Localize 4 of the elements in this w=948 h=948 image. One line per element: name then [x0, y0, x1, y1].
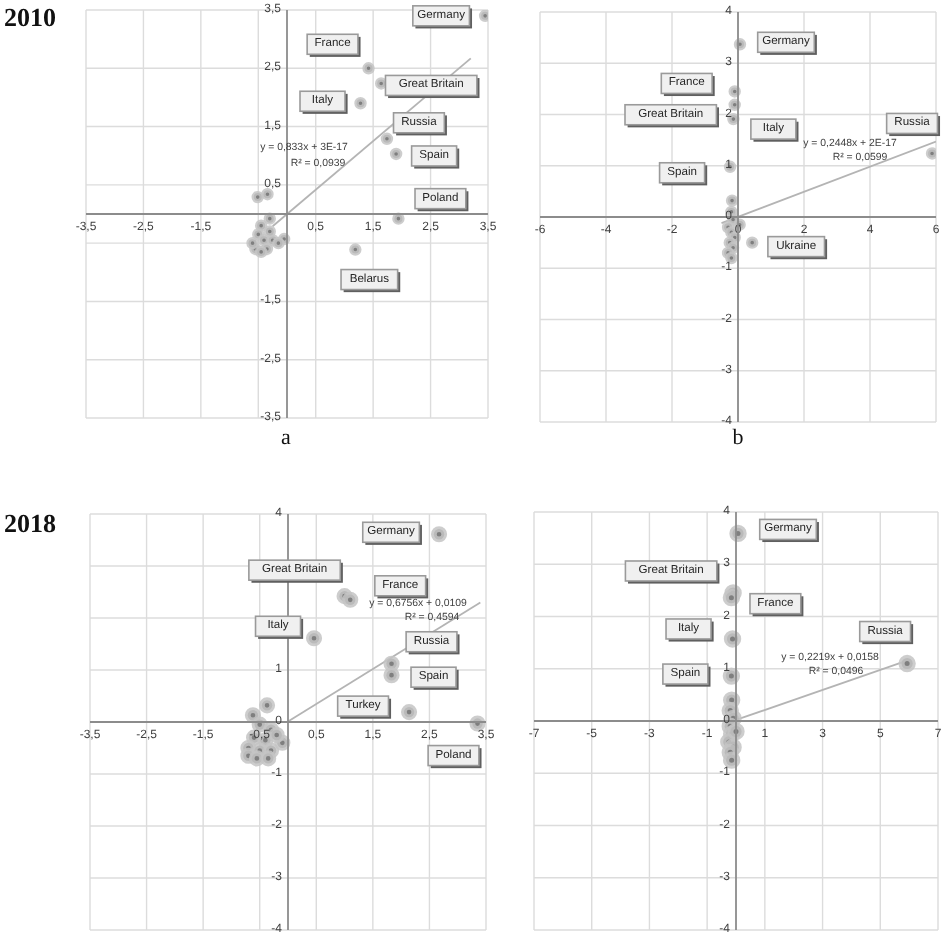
chart-title: 2018: [4, 508, 56, 538]
text: a: [281, 426, 292, 450]
chart-title: 2010: [4, 2, 56, 32]
text: b: [732, 426, 745, 450]
